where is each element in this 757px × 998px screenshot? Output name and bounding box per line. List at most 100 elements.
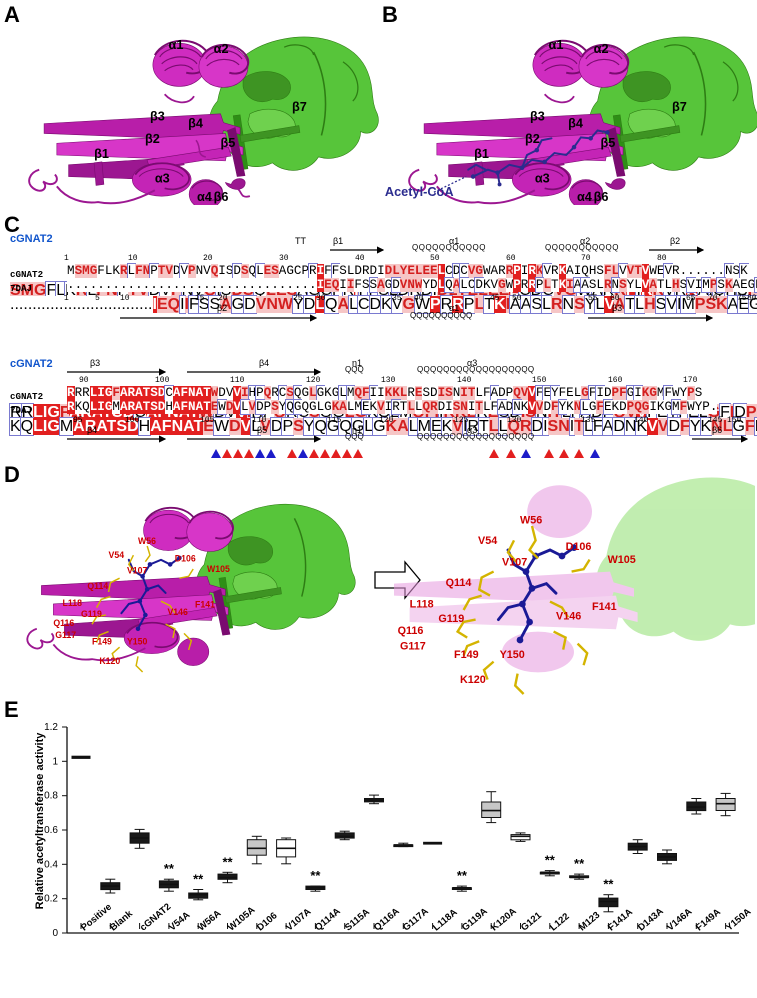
svg-text:Q114: Q114: [87, 581, 108, 591]
svg-text:140: 140: [457, 376, 472, 385]
svg-text:0: 0: [52, 928, 58, 939]
svg-text:15: 15: [195, 294, 205, 303]
svg-text:80: 80: [657, 254, 667, 263]
svg-text:α2: α2: [594, 41, 609, 56]
svg-text:70: 70: [708, 294, 718, 303]
svg-text:**: **: [193, 872, 204, 887]
svg-text:QQQQQQQQQQQQQQQQQQ: QQQQQQQQQQQQQQQQQQ: [417, 432, 534, 441]
svg-text:**: **: [310, 868, 321, 883]
svg-text:50: 50: [512, 294, 522, 303]
svg-text:D106: D106: [566, 541, 592, 553]
svg-text:1: 1: [52, 756, 58, 767]
svg-text:Y150: Y150: [127, 636, 148, 646]
svg-text:β4: β4: [87, 425, 97, 435]
svg-text:120: 120: [379, 416, 394, 425]
svg-text:130: 130: [381, 376, 396, 385]
svg-text:QQQQQQQQQQQQQQQQQQ: QQQQQQQQQQQQQQQQQQ: [417, 365, 534, 374]
svg-text:α2: α2: [214, 41, 229, 56]
svg-text:QQQ: QQQ: [345, 365, 364, 374]
svg-text:α4: α4: [577, 189, 593, 204]
svg-text:β2: β2: [670, 236, 680, 246]
svg-text:1.2: 1.2: [44, 722, 58, 733]
svg-text:60: 60: [610, 294, 620, 303]
svg-text:110: 110: [230, 376, 245, 385]
svg-text:D106: D106: [175, 554, 196, 564]
svg-text:V54: V54: [109, 550, 125, 560]
svg-text:L118: L118: [63, 598, 83, 608]
svg-text:1: 1: [64, 254, 69, 263]
svg-text:1: 1: [64, 294, 69, 303]
svg-text:Q116: Q116: [53, 618, 74, 628]
svg-text:130: 130: [507, 416, 522, 425]
svg-text:W56: W56: [138, 536, 156, 546]
svg-text:**: **: [457, 868, 468, 883]
svg-text:45: 45: [490, 294, 500, 303]
svg-text:W105: W105: [207, 564, 230, 574]
svg-text:β2: β2: [217, 303, 227, 313]
svg-text:β1: β1: [474, 146, 489, 161]
svg-text:**: **: [545, 853, 556, 868]
svg-text:Q114: Q114: [446, 577, 472, 589]
svg-text:90: 90: [79, 376, 89, 385]
svg-text:β2: β2: [145, 131, 160, 146]
svg-text:105: 105: [200, 416, 215, 425]
svg-text:0.8: 0.8: [44, 791, 58, 802]
svg-text:25: 25: [293, 294, 303, 303]
svg-text:50: 50: [430, 254, 440, 263]
svg-text:0.4: 0.4: [44, 859, 58, 870]
svg-text:95: 95: [73, 416, 83, 425]
svg-text:L118: L118: [410, 599, 434, 611]
svg-text:150: 150: [727, 416, 742, 425]
svg-text:β3: β3: [90, 358, 100, 368]
svg-text:β5: β5: [601, 135, 616, 150]
svg-text:40: 40: [414, 294, 424, 303]
svg-text:F149: F149: [454, 649, 479, 661]
svg-text:160: 160: [608, 376, 623, 385]
svg-text:80: 80: [747, 294, 757, 303]
svg-text:10: 10: [128, 254, 138, 263]
svg-text:G119: G119: [81, 609, 102, 619]
svg-text:**: **: [164, 861, 175, 876]
svg-text:β3: β3: [150, 109, 165, 124]
svg-text:115: 115: [327, 416, 342, 425]
svg-text:Acetyl-CoA: Acetyl-CoA: [385, 184, 454, 199]
svg-text:5: 5: [95, 294, 100, 303]
svg-text:α4: α4: [197, 189, 213, 204]
svg-text:0.2: 0.2: [44, 894, 58, 905]
svg-text:β4: β4: [188, 116, 204, 131]
svg-text:K120: K120: [460, 674, 486, 686]
svg-text:QQQQQQQQQQQ: QQQQQQQQQQQ: [412, 243, 486, 252]
svg-text:β7: β7: [292, 99, 307, 114]
svg-text:K120: K120: [99, 656, 120, 666]
svg-text:F141: F141: [195, 600, 215, 610]
svg-text:170: 170: [683, 376, 698, 385]
svg-text:G117: G117: [400, 641, 426, 653]
svg-text:G117: G117: [55, 630, 76, 640]
svg-text:β6: β6: [712, 425, 722, 435]
svg-text:β3: β3: [612, 303, 622, 313]
svg-text:110: 110: [252, 416, 267, 425]
svg-text:F141: F141: [592, 601, 617, 613]
svg-text:α3: α3: [535, 170, 550, 185]
svg-text:V54: V54: [478, 535, 497, 547]
svg-text:75: 75: [737, 294, 747, 303]
svg-text:150: 150: [532, 376, 547, 385]
svg-text:65: 65: [686, 294, 696, 303]
svg-text:β5: β5: [221, 135, 236, 150]
svg-text:30: 30: [279, 254, 289, 263]
svg-text:V107: V107: [127, 566, 148, 576]
svg-text:β4: β4: [259, 358, 269, 368]
svg-text:β3: β3: [530, 109, 545, 124]
svg-text:135: 135: [581, 416, 596, 425]
svg-text:F149: F149: [92, 636, 112, 646]
svg-text:β5: β5: [257, 425, 267, 435]
svg-text:35: 35: [392, 294, 402, 303]
svg-text:α1: α1: [549, 37, 564, 52]
svg-text:Y150: Y150: [500, 649, 525, 661]
svg-text:70: 70: [581, 254, 591, 263]
svg-text:125: 125: [454, 416, 469, 425]
svg-text:0.6: 0.6: [44, 825, 58, 836]
svg-text:QQQQQQQQQQQ: QQQQQQQQQQQ: [545, 243, 619, 252]
svg-text:W105: W105: [608, 554, 636, 566]
svg-text:V146: V146: [556, 611, 581, 623]
